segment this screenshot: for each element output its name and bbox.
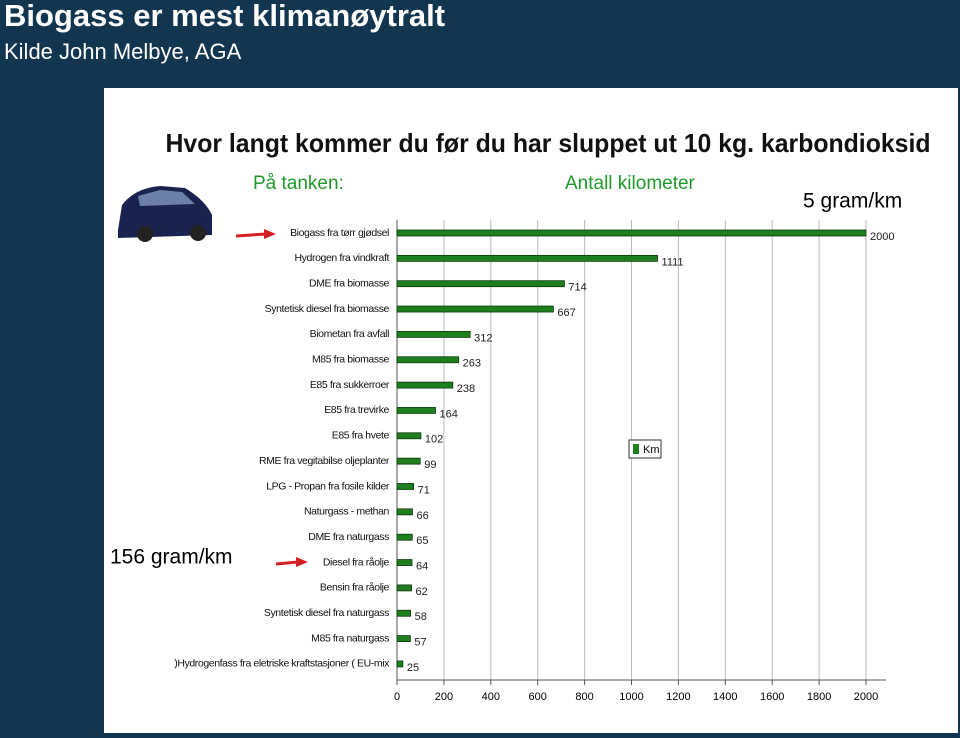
y-tick-label: Bensin fra råolje — [320, 582, 390, 594]
y-tick-label: )Hydrogenfass fra eletriske kraftstasjon… — [174, 658, 390, 670]
x-tick-label: 600 — [529, 691, 547, 703]
data-label: 64 — [416, 560, 428, 572]
bar — [396, 483, 415, 490]
data-label: 312 — [474, 332, 492, 344]
y-tick-label: E85 fra trevirke — [324, 404, 389, 416]
data-label: 71 — [418, 484, 430, 496]
legend-label: Km — [643, 444, 660, 456]
data-label: 65 — [416, 535, 428, 547]
y-tick-label: LPG - Propan fra fosile kilder — [266, 480, 390, 492]
y-tick-label: RME fra vegitabilse oljeplanter — [259, 455, 390, 467]
x-tick-label: 2000 — [854, 691, 878, 703]
y-tick-label: DME fra biomasse — [309, 277, 390, 289]
data-label: 57 — [414, 637, 426, 649]
car-icon — [118, 186, 212, 242]
y-tick-label: M85 fra biomasse — [312, 354, 390, 366]
bar — [396, 407, 436, 414]
slide-source: Kilde John Melbye, AGA — [4, 39, 242, 64]
bar — [396, 381, 454, 389]
chart-subtitle: På tanken: — [253, 173, 344, 194]
annotation: 5 gram/km — [803, 190, 902, 213]
bar — [396, 559, 413, 566]
bar — [396, 533, 413, 541]
x-tick-label: 1800 — [807, 691, 831, 703]
data-label: 164 — [439, 408, 457, 420]
x-tick-label: 1000 — [619, 691, 643, 703]
bar — [396, 305, 554, 313]
bar — [396, 635, 411, 642]
data-label: 99 — [424, 459, 436, 471]
legend-swatch — [633, 444, 639, 454]
x-tick-label: 400 — [482, 691, 500, 703]
x-tick-label: 1400 — [713, 691, 737, 703]
bar — [396, 508, 413, 516]
y-tick-label: E85 fra hvete — [332, 430, 390, 442]
chart-panel — [104, 88, 958, 733]
data-label: 62 — [416, 586, 428, 598]
data-label: 102 — [425, 434, 443, 446]
y-tick-label: Biometan fra avfall — [310, 328, 389, 340]
data-label: 2000 — [870, 231, 894, 243]
x-tick-label: 0 — [394, 691, 400, 703]
bar — [396, 457, 421, 465]
data-label: 667 — [557, 307, 575, 319]
data-label: 238 — [457, 383, 475, 395]
arrows — [235, 229, 308, 567]
y-tick-label: Biogass fra tørr gjødsel — [290, 227, 389, 239]
bar — [396, 609, 412, 617]
y-tick-label: Hydrogen fra vindkraft — [295, 252, 390, 264]
data-label: 263 — [463, 358, 481, 370]
x-tick-label: 1200 — [666, 691, 690, 703]
data-label: 25 — [407, 662, 419, 674]
data-label: 58 — [415, 611, 427, 623]
bar — [396, 330, 471, 338]
bar — [396, 356, 460, 364]
data-label: 1111 — [662, 256, 684, 268]
bar — [396, 432, 422, 440]
bar — [396, 254, 658, 262]
x-tick-label: 800 — [575, 691, 593, 703]
bar — [396, 584, 412, 592]
x-tick-label: 1600 — [760, 691, 784, 703]
y-tick-label: Naturgass - methan — [304, 506, 390, 518]
bar — [396, 280, 565, 288]
x-axis-label: Antall kilometer — [565, 173, 696, 194]
bar — [396, 660, 404, 668]
y-tick-label: Syntetisk diesel fra biomasse — [265, 303, 390, 315]
y-tick-label: DME fra naturgass — [308, 531, 389, 543]
annotation: 156 gram/km — [110, 546, 233, 569]
y-tick-label: Diesel fra råolje — [323, 556, 390, 568]
data-label: 66 — [416, 510, 428, 522]
slide-title: Biogass er mest klimanøytralt — [4, 0, 445, 33]
bar — [396, 229, 867, 237]
chart-title: Hvor langt kommer du før du har sluppet … — [166, 128, 931, 158]
y-tick-label: E85 fra sukkerroer — [310, 379, 390, 391]
y-tick-label: M85 fra naturgass — [311, 632, 389, 644]
data-label: 714 — [568, 282, 586, 294]
x-tick-label: 200 — [435, 691, 453, 703]
y-tick-label: Syntetisk diesel fra naturgass — [264, 607, 389, 619]
